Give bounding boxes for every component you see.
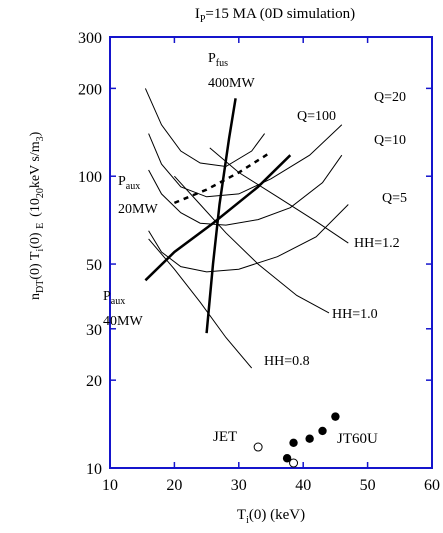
label-paux20-value: 20MW [118, 202, 158, 217]
x-axis-label: Ti(0) (keV) [237, 507, 305, 526]
curve-hh-1-2 [209, 147, 349, 244]
label-q10: Q=10 [374, 133, 406, 148]
label-paux20: Paux [118, 174, 140, 192]
label-q5: Q=5 [382, 191, 407, 206]
x-tick-label: 60 [424, 477, 440, 494]
label-q100: Q=100 [297, 109, 336, 124]
point-jt60u [305, 434, 314, 443]
y-tick-label: 200 [78, 81, 102, 98]
point-jt60u [289, 438, 298, 448]
curve-q-100 [144, 88, 266, 168]
label-pfus: Pfus [208, 51, 228, 69]
label-jt60u: JT60U [337, 431, 378, 447]
label-pfus-value: 400MW [208, 76, 255, 91]
curve-q-10 [148, 154, 343, 226]
chart-title: IP=15 MA (0D simulation) [195, 6, 355, 25]
y-tick-label: 20 [86, 373, 102, 390]
y-tick-label: 300 [78, 30, 102, 47]
y-tick-label: 10 [86, 461, 102, 478]
y-axis-label: nDT(0) Ti(0) E(1020keV s/m3) [28, 131, 46, 300]
curve-q-20 [148, 124, 343, 198]
axis-ticks: 10 20 30 40 50 60 10 20 30 50 100 200 300 [78, 30, 440, 494]
y-tick-label: 50 [86, 257, 102, 274]
curve-layer [144, 88, 349, 369]
label-paux40: Paux [103, 289, 125, 307]
x-tick-label: 20 [166, 477, 182, 494]
point-jt60u [318, 426, 327, 436]
x-tick-label: 40 [295, 477, 311, 494]
curve-hh-1-0 [174, 175, 330, 314]
point-jt60u [282, 454, 292, 463]
curve-hh-0-8 [148, 238, 253, 369]
x-tick-label: 30 [231, 477, 247, 494]
point-jet [253, 442, 263, 452]
y-tick-label: 30 [86, 322, 102, 339]
label-hh10: HH=1.0 [332, 307, 378, 322]
curve-q-5 [148, 204, 349, 273]
label-paux40-value: 40MW [103, 314, 143, 329]
x-tick-label: 10 [102, 477, 118, 494]
label-q20: Q=20 [374, 90, 406, 105]
curve-pfus-400mw [205, 98, 237, 334]
curve-paux-20mw-dashed [173, 151, 272, 205]
plot-area [109, 36, 433, 469]
curve-paux-40mw [144, 154, 292, 282]
label-hh08: HH=0.8 [264, 354, 310, 369]
x-tick-label: 50 [360, 477, 376, 494]
label-hh12: HH=1.2 [354, 236, 400, 251]
point-layer [253, 412, 340, 468]
point-jt60u [331, 412, 340, 421]
label-jet: JET [213, 429, 237, 445]
y-tick-label: 100 [78, 169, 102, 186]
point-jet [289, 458, 299, 468]
